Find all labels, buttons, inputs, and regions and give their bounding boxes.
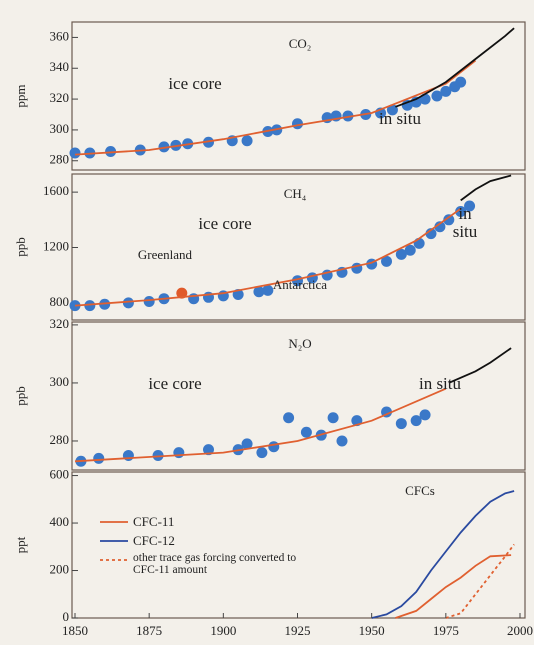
x-tick-label: 1950 <box>359 623 385 638</box>
data-line <box>74 387 447 463</box>
data-point <box>431 90 443 102</box>
legend-label: other trace gas forcing converted to CFC… <box>133 552 297 576</box>
y-tick-label: 400 <box>50 514 70 529</box>
panel-title: CH₄ <box>284 186 307 201</box>
panel-frame <box>71 21 526 171</box>
data-point <box>173 447 185 459</box>
data-point <box>262 284 274 296</box>
legend-label: CFC-12 <box>133 533 175 548</box>
annotation: ice core <box>168 74 222 93</box>
annotation: Greenland <box>137 247 193 262</box>
data-point <box>158 141 170 153</box>
x-tick-label: 1975 <box>433 623 459 638</box>
data-point <box>84 300 96 312</box>
y-tick-label: 320 <box>50 316 70 331</box>
data-line <box>445 543 515 619</box>
annotation: ice core <box>148 374 202 393</box>
y-tick-label: 300 <box>50 374 70 389</box>
legend-label: CFC-11 <box>133 514 175 529</box>
y-tick-label: 320 <box>50 90 70 105</box>
data-line <box>460 174 512 202</box>
data-point <box>300 426 312 438</box>
data-point <box>336 435 348 447</box>
data-point <box>143 295 155 307</box>
panel-title: CO₂ <box>289 36 312 51</box>
data-point <box>404 244 416 256</box>
panel-title: N₂O <box>288 336 311 351</box>
annotation: in situ <box>418 374 462 393</box>
data-line <box>395 554 512 619</box>
data-point <box>253 286 265 298</box>
annotation: in situ <box>378 109 422 128</box>
x-tick-label: 2000 <box>507 623 533 638</box>
y-axis-label: ppm <box>13 84 28 107</box>
data-point <box>455 206 467 218</box>
y-axis-label: ppb <box>13 237 28 257</box>
data-point <box>419 409 431 421</box>
data-point <box>434 221 446 233</box>
data-point <box>241 438 253 450</box>
y-tick-label: 1200 <box>43 238 69 253</box>
data-point <box>93 452 105 464</box>
data-point <box>69 300 81 312</box>
data-point <box>256 447 268 459</box>
panel-frame <box>71 471 526 619</box>
data-point <box>443 214 455 226</box>
annotation: in situ <box>452 204 478 241</box>
y-tick-label: 0 <box>63 609 70 624</box>
data-point <box>69 147 81 159</box>
x-tick-label: 1900 <box>210 623 236 638</box>
data-point <box>152 449 164 461</box>
data-point <box>283 412 295 424</box>
panel-title: CFCs <box>405 483 435 498</box>
annotation: Antarctica <box>272 277 328 292</box>
y-tick-label: 280 <box>50 432 70 447</box>
annotation: ice core <box>198 214 252 233</box>
data-point <box>440 85 452 97</box>
x-tick-label: 1925 <box>285 623 311 638</box>
data-line <box>74 59 477 156</box>
y-axis-label: ppt <box>13 536 28 553</box>
data-point <box>395 418 407 430</box>
panel-frame <box>71 321 526 471</box>
data-point <box>386 104 398 116</box>
data-point <box>455 76 467 88</box>
data-point <box>381 255 392 267</box>
data-point <box>122 449 134 461</box>
y-tick-label: 360 <box>50 28 70 43</box>
y-axis-label: ppb <box>13 386 28 406</box>
data-point <box>241 135 253 147</box>
y-tick-label: 600 <box>50 467 70 482</box>
y-tick-label: 800 <box>50 294 70 309</box>
y-tick-label: 300 <box>50 121 70 136</box>
data-point <box>268 441 280 453</box>
data-line <box>371 490 515 619</box>
data-point <box>410 415 422 427</box>
y-tick-label: 280 <box>50 152 70 167</box>
data-point <box>327 412 339 424</box>
y-tick-label: 1600 <box>43 183 69 198</box>
y-tick-label: 340 <box>50 59 70 74</box>
data-point <box>122 297 134 309</box>
data-line <box>74 207 462 307</box>
data-point <box>395 248 407 260</box>
data-line <box>395 27 515 108</box>
y-tick-label: 200 <box>50 562 70 577</box>
x-tick-label: 1875 <box>136 623 162 638</box>
data-point <box>176 287 188 299</box>
x-tick-label: 1850 <box>62 623 88 638</box>
data-line <box>448 347 512 384</box>
data-point <box>464 200 476 212</box>
